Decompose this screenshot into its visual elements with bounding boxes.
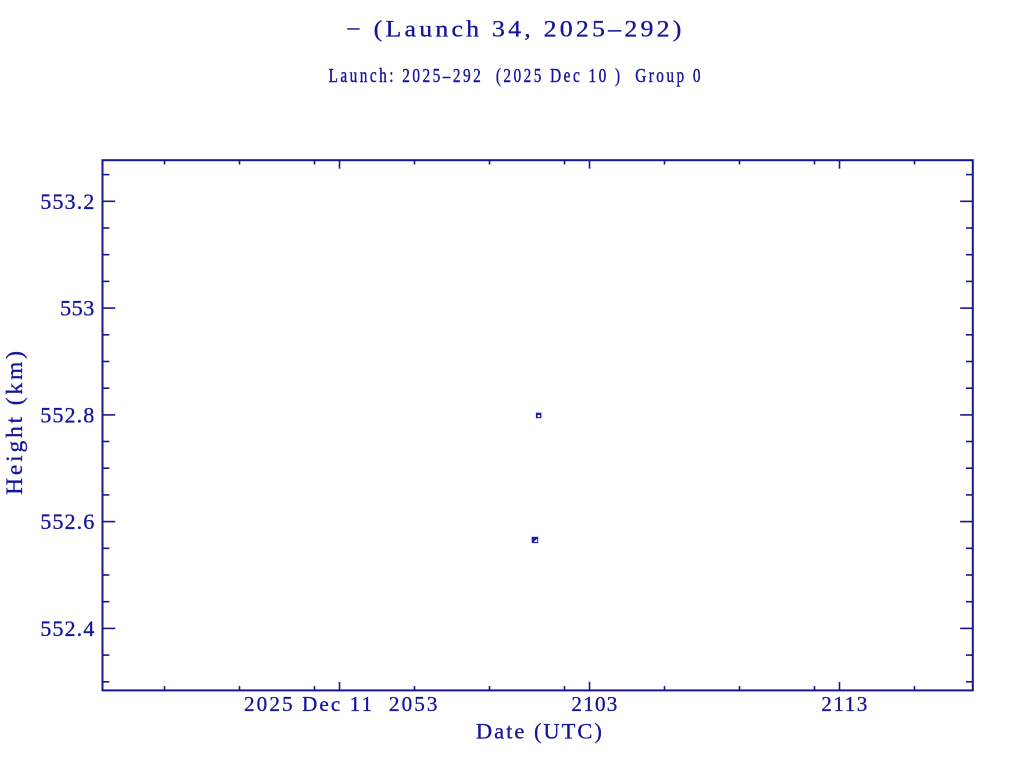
svg-text:552.8: 552.8 — [40, 402, 94, 427]
svg-text:553: 553 — [60, 296, 94, 321]
svg-text:552.4: 552.4 — [40, 616, 94, 641]
svg-text:Date (UTC): Date (UTC) — [476, 718, 602, 743]
svg-text:2025 Dec 11 2053: 2025 Dec 11 2053 — [244, 692, 438, 716]
svg-text:553.2: 553.2 — [40, 189, 94, 214]
svg-text:2103: 2103 — [571, 692, 617, 716]
svg-text:Launch: 2025–292 (2025 Dec 10: Launch: 2025–292 (2025 Dec 10 ) Group 0 — [329, 64, 701, 88]
svg-text:2113: 2113 — [821, 692, 867, 716]
svg-text:552.6: 552.6 — [40, 509, 94, 534]
svg-text:− (Launch 34, 2025–292): − (Launch 34, 2025–292) — [346, 17, 681, 42]
svg-text:Height (km): Height (km) — [2, 351, 28, 495]
